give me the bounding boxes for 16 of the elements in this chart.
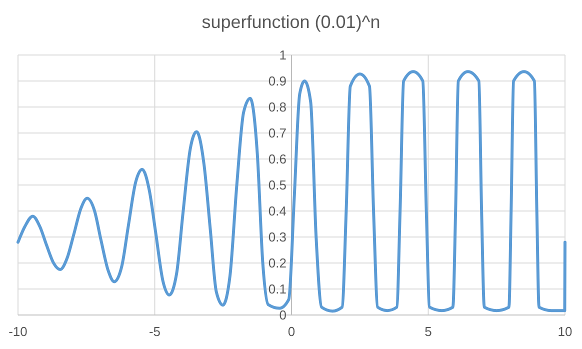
x-tick-label: -10 — [8, 324, 28, 339]
x-tick-label: 10 — [558, 324, 572, 339]
y-tick-label: 0.2 — [268, 256, 286, 271]
y-tick-label: 0.3 — [268, 230, 286, 245]
y-tick-label: 0.1 — [268, 282, 286, 297]
y-tick-label: 0.7 — [268, 126, 286, 141]
y-tick-label: 0.6 — [268, 152, 286, 167]
y-tick-label: 0.8 — [268, 100, 286, 115]
y-tick-label: 1 — [279, 48, 286, 63]
y-tick-label: 0.5 — [268, 178, 286, 193]
y-tick-label: 0 — [279, 308, 286, 323]
y-tick-label: 0.9 — [268, 74, 286, 89]
x-tick-label: -5 — [148, 324, 161, 339]
y-tick-label: 0.4 — [268, 204, 286, 219]
chart-title: superfunction (0.01)^n — [202, 12, 380, 32]
x-tick-label: 5 — [424, 324, 432, 339]
